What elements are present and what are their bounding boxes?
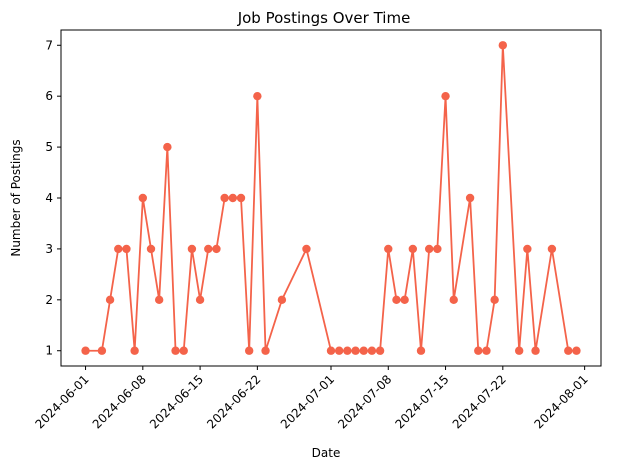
data-point xyxy=(326,346,336,355)
y-tick-label: 6 xyxy=(45,89,53,103)
y-tick-label: 4 xyxy=(45,191,53,205)
x-tick-label: 2024-06-22 xyxy=(204,372,263,431)
data-point xyxy=(122,244,131,254)
data-point xyxy=(498,41,508,50)
data-point xyxy=(465,193,475,203)
data-point xyxy=(572,346,581,355)
data-point xyxy=(564,346,573,355)
data-point xyxy=(154,295,164,305)
data-point xyxy=(97,346,107,355)
data-point xyxy=(400,295,409,305)
series-line xyxy=(85,45,577,352)
data-point xyxy=(187,244,197,254)
x-tick-label: 2024-06-15 xyxy=(147,372,206,431)
data-point xyxy=(531,346,540,355)
data-point xyxy=(343,346,352,355)
x-tick-label: 2024-08-01 xyxy=(532,372,591,431)
x-tick-label: 2024-07-15 xyxy=(392,372,451,431)
data-point xyxy=(392,295,401,305)
data-point xyxy=(351,346,360,355)
data-point xyxy=(195,295,205,305)
data-point xyxy=(416,346,426,355)
data-point xyxy=(474,346,483,355)
x-axis-label: Date xyxy=(312,446,341,460)
data-point xyxy=(163,142,172,152)
x-tick-label: 2024-07-01 xyxy=(278,372,337,431)
data-point xyxy=(179,346,188,355)
data-point xyxy=(220,193,229,203)
data-point xyxy=(228,193,238,203)
y-tick-label: 7 xyxy=(45,38,53,52)
data-point xyxy=(302,244,311,254)
data-point xyxy=(146,244,156,254)
data-point xyxy=(261,346,270,355)
data-point xyxy=(433,244,442,254)
data-point xyxy=(424,244,434,254)
x-tick-label: 2024-06-08 xyxy=(90,372,149,431)
data-points xyxy=(81,41,581,355)
data-point xyxy=(236,193,246,203)
y-tick-label: 5 xyxy=(45,140,53,154)
data-point xyxy=(171,346,180,355)
data-point xyxy=(130,346,139,355)
data-point xyxy=(277,295,287,305)
data-point xyxy=(514,346,524,355)
y-tick-label: 2 xyxy=(45,293,53,307)
data-point xyxy=(204,244,213,254)
x-tick-label: 2024-06-01 xyxy=(32,372,91,431)
data-point xyxy=(359,346,368,355)
chart-title: Job Postings Over Time xyxy=(237,9,411,27)
data-point xyxy=(547,244,557,254)
data-point xyxy=(81,346,90,355)
y-axis-label: Number of Postings xyxy=(9,139,23,256)
data-point xyxy=(138,193,148,203)
x-tick-label: 2024-07-08 xyxy=(335,372,394,431)
data-point xyxy=(105,295,115,305)
data-point xyxy=(212,244,221,254)
data-point xyxy=(482,346,491,355)
data-point xyxy=(375,346,385,355)
data-point xyxy=(244,346,254,355)
data-point xyxy=(253,91,262,101)
data-point xyxy=(441,91,450,101)
data-point xyxy=(449,295,458,305)
data-point xyxy=(114,244,123,254)
data-point xyxy=(408,244,418,254)
x-tick-label: 2024-07-22 xyxy=(450,372,509,431)
data-point xyxy=(490,295,499,305)
y-tick-label: 1 xyxy=(45,344,53,358)
data-point xyxy=(334,346,344,355)
y-tick-label: 3 xyxy=(45,242,53,256)
data-point xyxy=(384,244,393,254)
data-point xyxy=(523,244,532,254)
y-axis: 1 2 3 4 5 6 7 xyxy=(45,38,61,358)
x-axis: 2024-06-012024-06-082024-06-152024-06-22… xyxy=(32,366,591,431)
data-point xyxy=(367,346,377,355)
